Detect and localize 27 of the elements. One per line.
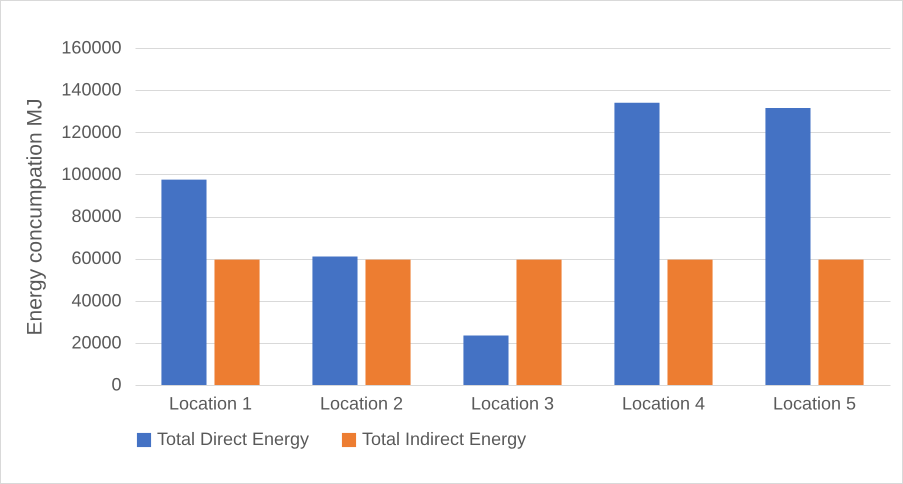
bar — [214, 260, 260, 385]
x-tick-label: Location 1 — [168, 394, 252, 414]
bar — [765, 108, 811, 385]
legend-label: Total Direct Energy — [157, 429, 310, 449]
y-tick-label: 20000 — [71, 332, 122, 352]
y-tick-label: 40000 — [71, 290, 122, 310]
y-tick-label: 160000 — [61, 38, 122, 58]
bar — [365, 260, 411, 385]
legend-label: Total Indirect Energy — [362, 429, 526, 449]
y-tick-label: 60000 — [71, 248, 122, 268]
bar — [516, 260, 562, 385]
x-tick-label: Location 2 — [320, 394, 404, 414]
bar — [463, 336, 509, 385]
bar — [614, 102, 660, 385]
y-tick-label: 100000 — [61, 164, 122, 184]
y-tick-label: 140000 — [61, 80, 122, 100]
y-tick-label: 0 — [111, 374, 122, 394]
x-tick-label: Location 5 — [772, 394, 856, 414]
bar — [161, 180, 207, 385]
y-tick-label: 80000 — [71, 206, 122, 226]
bar — [818, 260, 864, 385]
bar — [312, 256, 358, 385]
y-tick-label: 120000 — [61, 122, 122, 142]
x-tick-label: Location 3 — [470, 394, 554, 414]
bar — [667, 260, 713, 385]
y-axis-title: Energy concumpation MJ — [23, 98, 46, 336]
x-tick-label: Location 4 — [622, 394, 706, 414]
